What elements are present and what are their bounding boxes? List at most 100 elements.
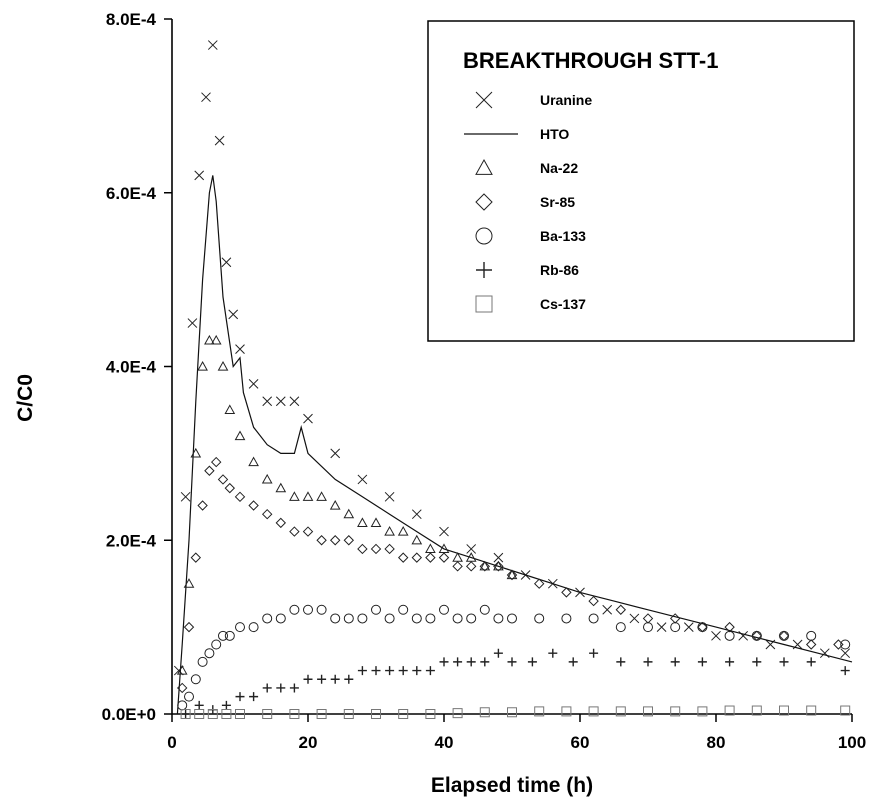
point-na-22 — [357, 517, 368, 527]
point-ba-133 — [289, 604, 300, 615]
x-tick-label: 20 — [299, 733, 318, 752]
point-cs-137 — [221, 709, 232, 719]
series-sr-85 — [176, 456, 844, 694]
point-ba-133 — [643, 622, 653, 633]
point-ba-133 — [751, 630, 762, 641]
point-rb-86 — [181, 709, 191, 719]
point-uranine — [840, 648, 851, 659]
point-uranine — [248, 379, 259, 389]
point-na-22 — [289, 491, 300, 501]
legend-items: Uranine HTO Na-22 Sr-85 Ba-133 Rb-86 Cs-137 — [464, 91, 592, 313]
data-marks — [173, 40, 853, 719]
point-rb-86 — [303, 674, 313, 684]
point-uranine — [201, 92, 211, 103]
x-tick-label: 80 — [707, 733, 726, 752]
point-sr-85 — [411, 552, 423, 563]
point-sr-85 — [289, 526, 300, 537]
point-ba-133 — [190, 674, 201, 685]
point-ba-133 — [840, 639, 851, 650]
point-uranine — [411, 509, 422, 520]
point-rb-86 — [330, 674, 340, 684]
point-uranine — [221, 257, 232, 268]
point-sr-85 — [805, 639, 817, 650]
y-tick-label: 6.0E-4 — [106, 184, 157, 203]
point-na-22 — [176, 665, 188, 675]
point-uranine — [214, 135, 225, 146]
series-rb-86 — [181, 648, 850, 719]
point-rb-86 — [725, 657, 735, 667]
point-cs-137 — [452, 708, 463, 719]
point-sr-85 — [329, 535, 341, 546]
point-na-22 — [275, 482, 287, 493]
point-sr-85 — [316, 535, 327, 546]
point-cs-137 — [289, 709, 300, 719]
point-ba-133 — [303, 604, 313, 615]
point-sr-85 — [261, 508, 273, 520]
point-cs-137 — [479, 707, 490, 718]
point-cs-137 — [180, 709, 191, 719]
point-uranine — [466, 544, 477, 554]
point-rb-86 — [589, 648, 599, 658]
point-sr-85 — [642, 613, 654, 624]
y-axis-title: C/C0 — [14, 374, 37, 422]
point-na-22 — [316, 491, 327, 501]
x-tick-label: 40 — [435, 733, 454, 752]
ticks: 0 20 40 60 80 100 0.0E+0 2.0E-4 4.0E-4 6.0E-4 8.0E… — [102, 10, 867, 752]
point-rb-86 — [527, 657, 537, 667]
point-ba-133 — [534, 613, 545, 624]
point-sr-85 — [533, 578, 545, 589]
point-ba-133 — [479, 604, 490, 615]
point-uranine — [357, 474, 368, 485]
point-sr-85 — [438, 552, 450, 563]
point-rb-86 — [371, 666, 381, 676]
point-ba-133 — [697, 622, 708, 633]
point-sr-85 — [210, 456, 222, 468]
point-na-22 — [329, 499, 341, 510]
point-rb-86 — [344, 674, 354, 684]
point-sr-85 — [302, 526, 314, 537]
point-rb-86 — [568, 657, 578, 667]
point-ba-133 — [197, 656, 208, 667]
point-na-22 — [479, 560, 491, 571]
point-uranine — [194, 170, 205, 181]
point-ba-133 — [588, 613, 599, 624]
point-ba-133 — [218, 630, 228, 641]
point-rb-86 — [357, 666, 367, 676]
point-cs-137 — [779, 705, 789, 716]
point-rb-86 — [289, 683, 299, 693]
legend-box — [427, 20, 855, 342]
point-rb-86 — [507, 657, 517, 667]
legend-entry-cs-137: Cs-137 — [475, 295, 586, 313]
point-cs-137 — [235, 709, 245, 719]
point-ba-133 — [411, 613, 422, 624]
point-cs-137 — [588, 706, 599, 717]
point-ba-133 — [507, 613, 517, 624]
point-sr-85 — [357, 543, 368, 555]
point-cs-137 — [507, 707, 517, 718]
point-cs-137 — [398, 709, 409, 719]
point-sr-85 — [234, 491, 246, 503]
point-ba-133 — [184, 691, 194, 702]
series-na-22 — [176, 334, 518, 675]
point-na-22 — [197, 360, 208, 371]
point-sr-85 — [561, 587, 572, 598]
legend-label-ba-133: Ba-133 — [540, 228, 586, 244]
point-na-22 — [217, 360, 229, 371]
point-ba-133 — [224, 630, 235, 641]
point-na-22 — [248, 456, 259, 467]
point-ba-133 — [439, 604, 449, 615]
legend-swatch-rb-86 — [476, 262, 492, 278]
point-rb-86 — [317, 674, 327, 684]
point-sr-85 — [506, 569, 518, 581]
point-rb-86 — [385, 666, 395, 676]
point-cs-137 — [343, 709, 354, 719]
point-rb-86 — [670, 657, 680, 667]
y-tick-label: 0.0E+0 — [102, 705, 156, 724]
point-rb-86 — [493, 648, 503, 658]
point-na-22 — [384, 526, 395, 536]
point-ba-133 — [211, 639, 222, 650]
point-rb-86 — [697, 657, 707, 667]
point-rb-86 — [412, 666, 422, 676]
point-sr-85 — [615, 604, 627, 615]
point-sr-85 — [588, 595, 599, 607]
